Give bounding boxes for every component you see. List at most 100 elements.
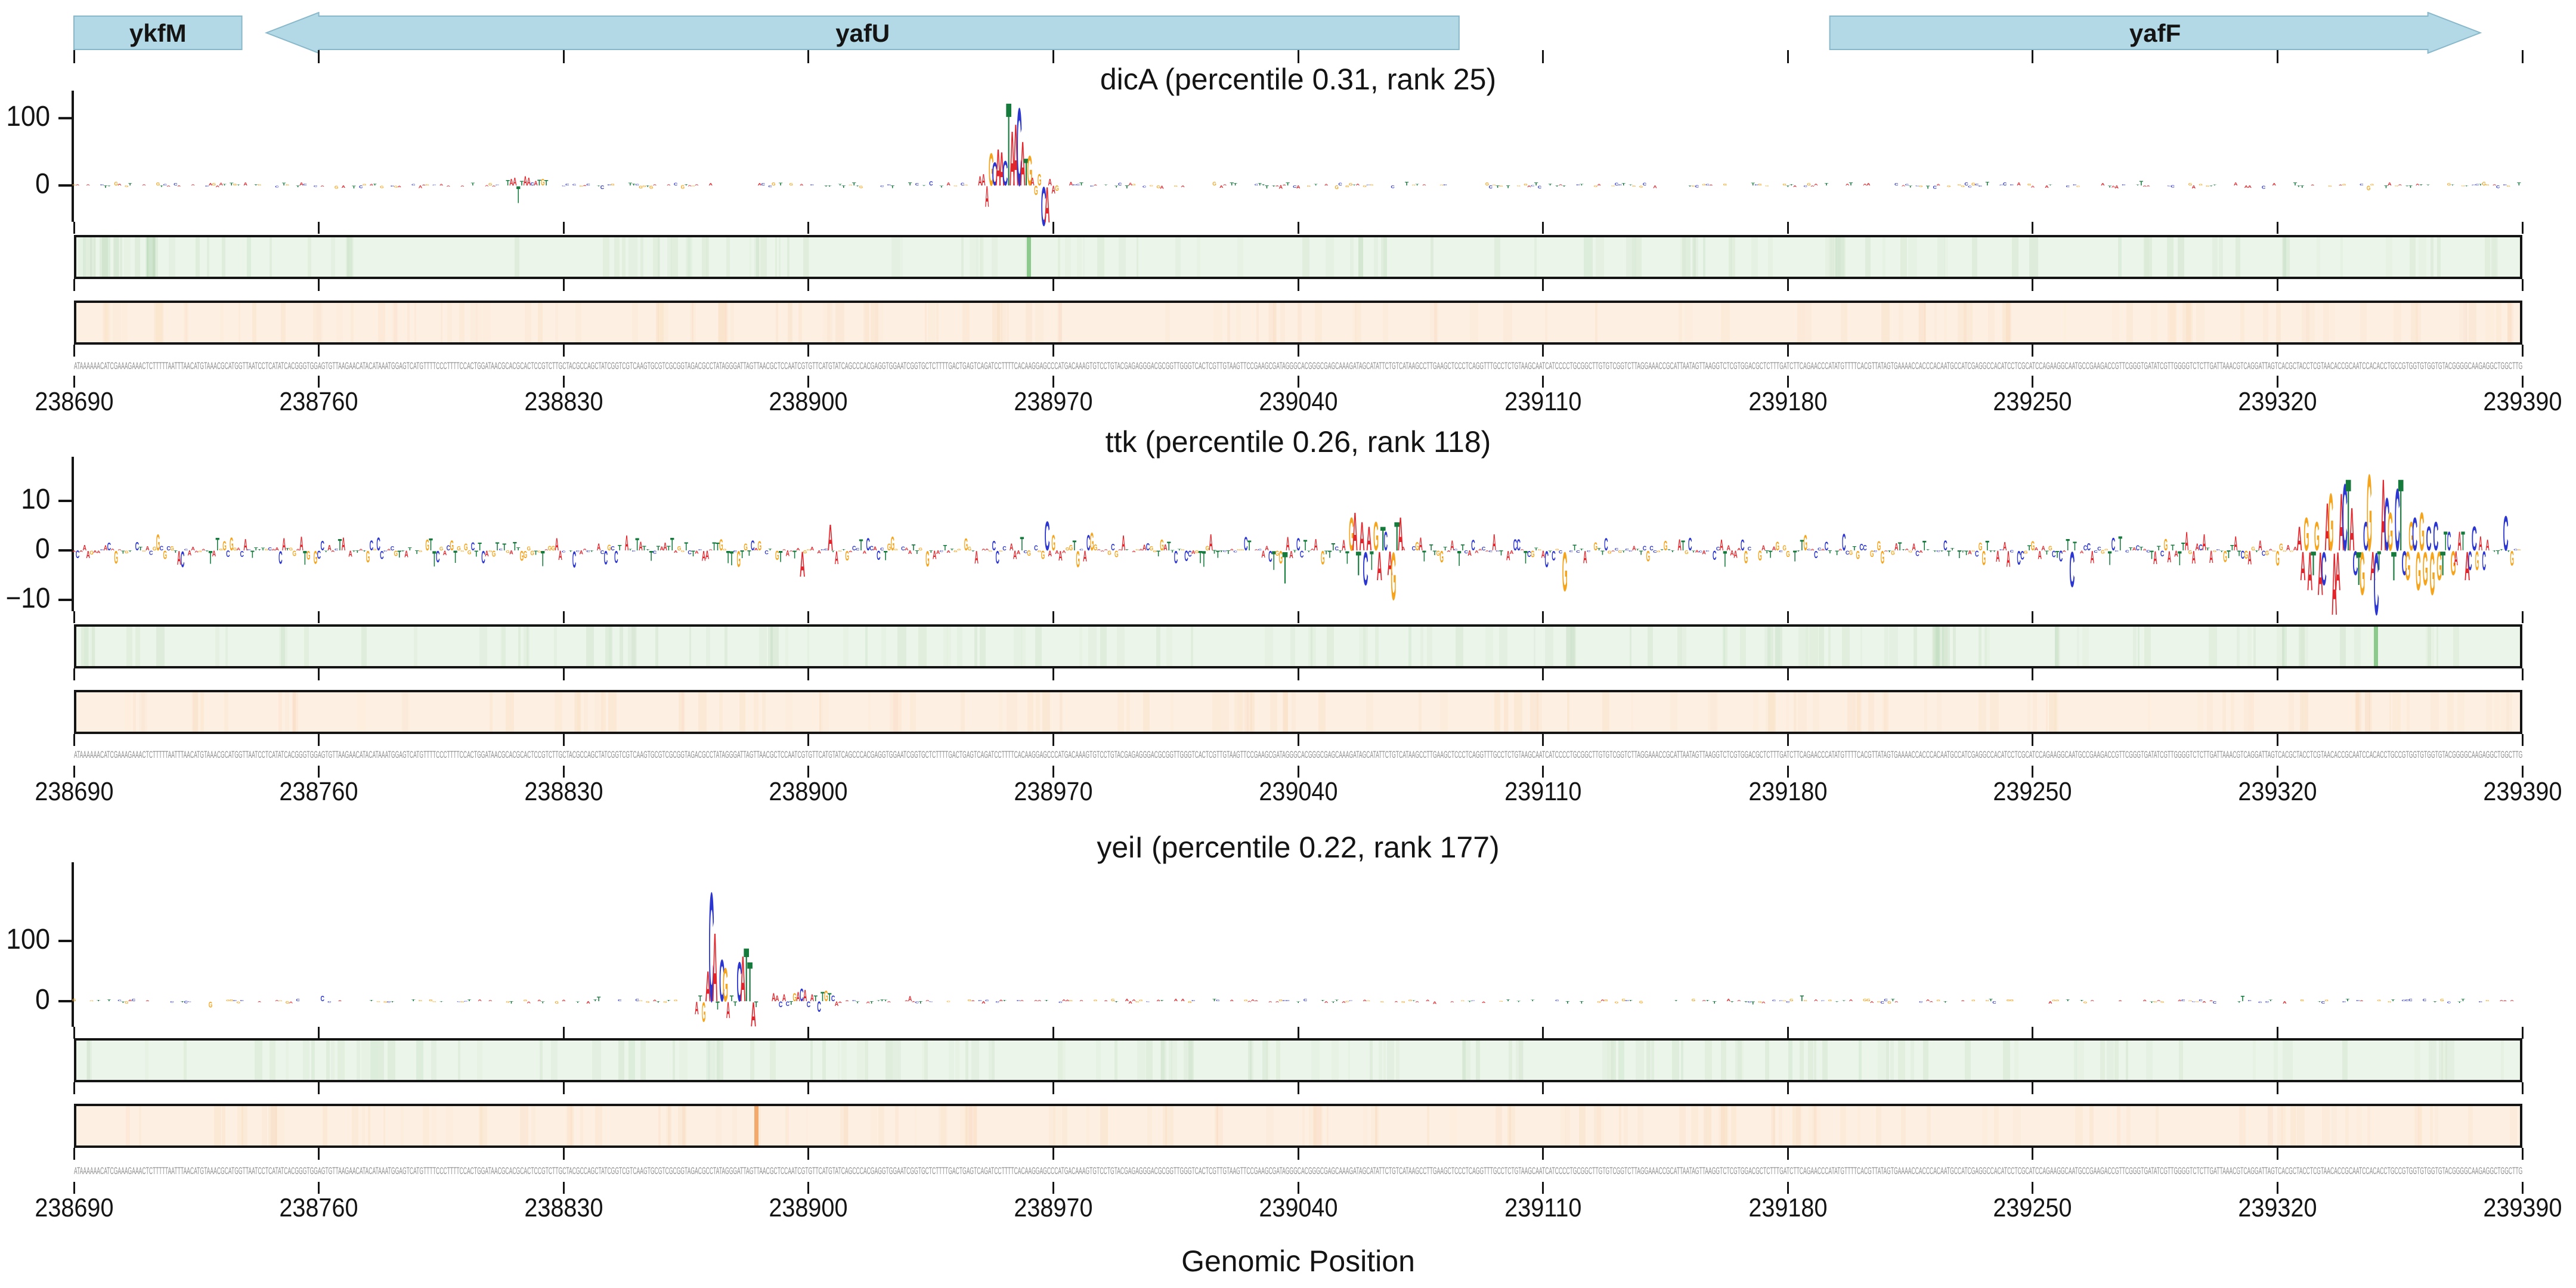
logo-letter: C: [1482, 546, 1486, 552]
logo-letter: T: [1534, 181, 1538, 187]
orange-track-tick: [1542, 345, 1544, 357]
logo-letter: C: [2321, 1001, 2326, 1005]
green-heatmap-cell: [2339, 627, 2346, 666]
x-tick-label: 238900: [737, 389, 880, 415]
logo-letter: T: [401, 550, 405, 552]
y-tick: [58, 500, 72, 502]
logo-letter: T: [1272, 546, 1276, 576]
logo-letter: A: [1062, 550, 1066, 555]
orange-heatmap-cell: [445, 1106, 453, 1145]
logo-letter: A: [982, 171, 986, 189]
logo-letter: C: [2447, 526, 2451, 556]
orange-heatmap-cell: [432, 1106, 436, 1145]
logo-letter: G: [1366, 1001, 1371, 1002]
logo-letter: C: [1695, 185, 1699, 189]
orange-heatmap-cell: [2302, 303, 2310, 342]
logo-letter: G: [611, 183, 615, 186]
logo-letter: T: [1849, 182, 1853, 187]
green-heatmap-cell: [1883, 237, 1885, 277]
green-heatmap-cell: [2282, 627, 2285, 666]
green-heatmap-cell: [1647, 627, 1653, 666]
x-tick-label: 239040: [1227, 389, 1370, 415]
logo-axis-tick: [318, 611, 320, 623]
green-heatmap-cell: [756, 237, 760, 277]
orange-heatmap-cell: [928, 303, 936, 342]
logo-letter: T: [1332, 541, 1336, 553]
gene-arrow-yafF: [1829, 12, 2482, 54]
logo-letter: G: [1887, 1001, 1891, 1005]
green-heatmap-cell: [679, 1041, 687, 1080]
logo-letter: G: [1321, 547, 1325, 568]
orange-heatmap-cell: [875, 303, 883, 342]
logo-letter: G: [1174, 185, 1178, 187]
logo-letter: T: [1216, 549, 1220, 561]
orange-heatmap-cell: [352, 1106, 359, 1145]
orange-heatmap-cell: [2486, 692, 2493, 732]
logo-letter: A: [202, 549, 206, 551]
green-heatmap-cell: [2485, 237, 2490, 277]
orange-heatmap-cell: [1964, 303, 1973, 342]
logo-letter: A: [1401, 546, 1405, 552]
logo-letter: A: [873, 545, 877, 552]
logo-letter: T: [1352, 185, 1357, 186]
logo-letter: A: [2003, 540, 2007, 553]
logo-letter: C: [188, 1002, 193, 1003]
orange-heatmap-cell: [479, 1106, 483, 1145]
logo-letter: G: [1863, 999, 1867, 1002]
logo-letter: C: [1915, 185, 1921, 187]
logo-letter: G: [2325, 999, 2330, 1002]
logo-letter: G: [2451, 545, 2456, 583]
logo-letter: A: [1653, 185, 1657, 189]
logo-letter: T: [1835, 550, 1839, 557]
green-heatmap-cell: [602, 237, 609, 277]
logo-letter: C: [1559, 550, 1563, 555]
x-tick-label-text: 239390: [2482, 777, 2562, 806]
logo-letter: C: [1552, 548, 1556, 564]
green-heatmap-cell: [705, 627, 710, 666]
orange-heatmap-cell: [1597, 1106, 1603, 1145]
logo-letter: G: [1639, 185, 1643, 188]
logo-letter: C: [929, 181, 933, 187]
logo-letter: C: [2363, 513, 2368, 559]
logo-letter: T: [730, 547, 734, 570]
logo-letter: T: [2108, 547, 2112, 569]
x-axis-tick: [73, 1182, 75, 1194]
logo-letter: A: [1919, 550, 1923, 554]
logo-letter: T: [597, 185, 603, 187]
orange-heatmap-cell: [574, 692, 580, 732]
gene-label-yafU: yafU: [835, 19, 890, 47]
logo-letter: G: [1237, 549, 1242, 551]
orange-heatmap-cell: [1496, 1106, 1503, 1145]
green-heatmap-cell: [1723, 627, 1725, 666]
logo-letter: T: [1296, 1001, 1301, 1004]
logo-letter: T: [537, 178, 541, 187]
logo-letter: C: [2342, 464, 2348, 571]
logo-letter: C: [1443, 184, 1448, 186]
logo-letter: C: [181, 547, 185, 572]
orange-heatmap-cell: [1631, 692, 1633, 732]
logo-letter: G: [1195, 550, 1199, 555]
logo-letter: A: [1733, 548, 1738, 560]
orange-heatmap-cell: [973, 1106, 977, 1145]
logo-letter: T: [1548, 550, 1552, 553]
x-axis-tick: [318, 376, 320, 388]
panel-title-yeiI: yeiI (percentile 0.22, rank 177): [1097, 831, 1500, 864]
logo-letter: A: [2209, 547, 2213, 567]
logo-letter: C: [2003, 181, 2007, 187]
logo-letter: C: [1489, 184, 1493, 190]
x-tick-label-text: 238760: [279, 1193, 358, 1222]
logo-letter: A: [1527, 185, 1532, 188]
logo-letter: G: [125, 1001, 129, 1005]
green-heatmap-cell: [2167, 237, 2174, 277]
logo-letter: T: [2181, 540, 2185, 553]
logo-letter: C: [600, 550, 605, 555]
logo-letter: A: [982, 548, 986, 551]
logo-letter: G: [838, 550, 844, 552]
x-tick-label: 239110: [1472, 779, 1615, 805]
x-tick-label: 239110: [1472, 1195, 1615, 1221]
orange-heatmap-cell: [2089, 1106, 2094, 1145]
logo-letter: C: [226, 549, 230, 559]
logo-letter: C: [1884, 999, 1888, 1002]
logo-letter: A: [1720, 537, 1724, 554]
x-tick-label: 238970: [982, 1195, 1125, 1221]
